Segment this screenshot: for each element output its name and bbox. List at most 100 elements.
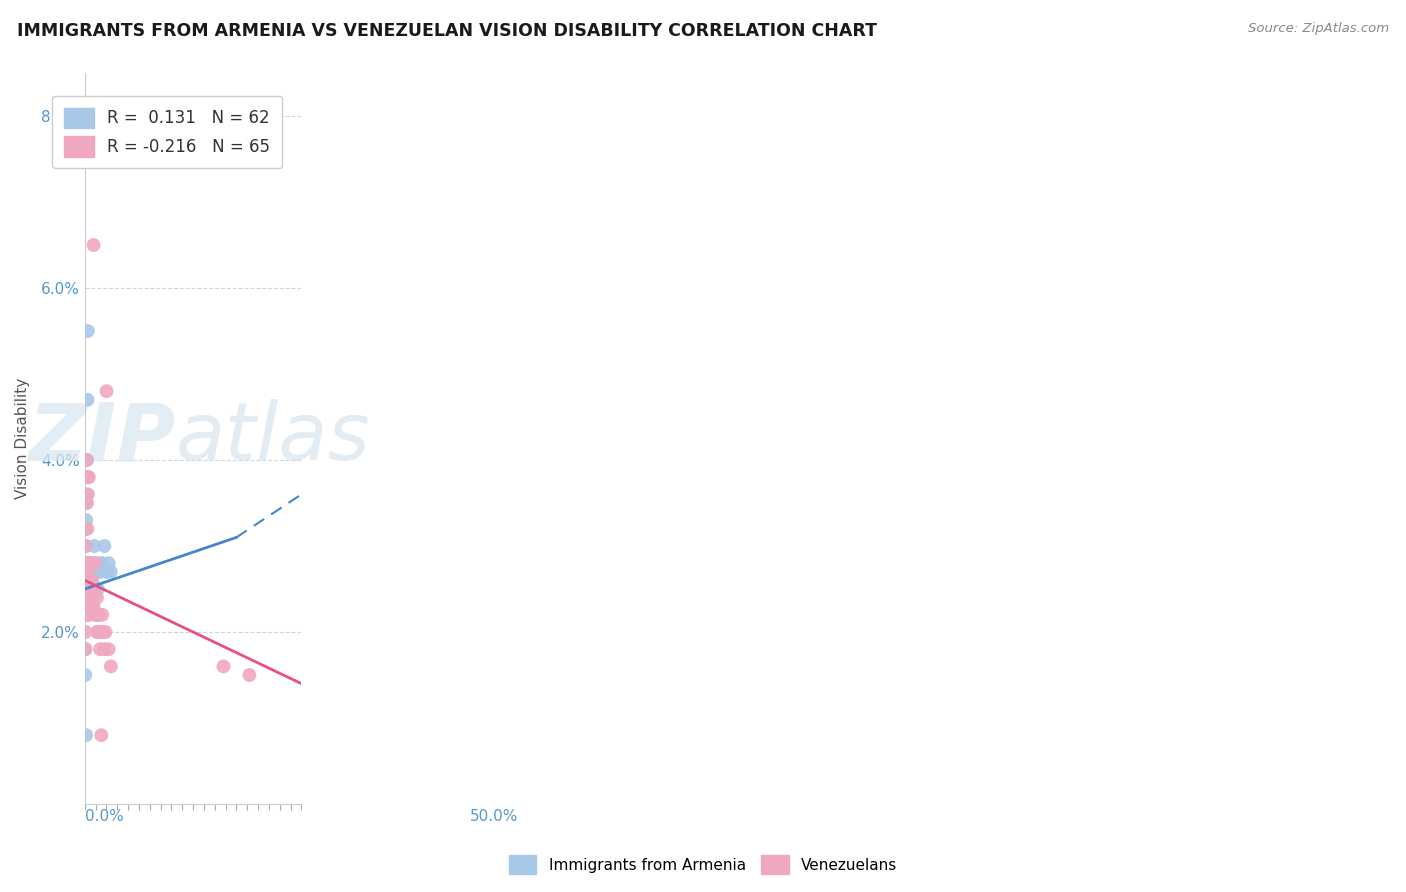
Point [87,607,110,622]
Point [87,607,110,622]
Point [238,668,260,682]
Y-axis label: Vision Disability: Vision Disability [15,378,30,500]
Point [91,556,114,570]
Point [75,582,97,596]
Point [75,565,97,579]
Point [79,582,101,596]
Point [75,607,97,622]
Point [87,582,110,596]
Point [87,625,110,640]
Point [76,565,98,579]
Point [75,582,97,596]
Point [75,582,97,596]
Point [75,668,97,682]
Point [80,582,103,596]
Point [75,625,97,640]
Point [75,728,97,742]
Point [75,591,97,605]
Point [77,591,100,605]
Point [76,453,98,467]
Point [82,565,104,579]
Point [93,642,115,657]
Point [82,574,104,588]
Point [76,607,98,622]
Point [76,591,98,605]
Point [79,582,101,596]
Point [77,487,100,501]
Point [76,582,98,596]
Point [96,565,118,579]
Point [75,496,97,510]
Point [80,556,103,570]
Point [83,556,105,570]
Point [75,607,97,622]
Point [77,556,100,570]
Point [83,607,105,622]
Point [83,238,105,252]
Point [89,642,111,657]
Point [80,582,103,596]
Point [77,556,100,570]
Point [77,565,100,579]
Point [90,556,112,570]
Point [76,565,98,579]
Legend: Immigrants from Armenia, Venezuelans: Immigrants from Armenia, Venezuelans [503,849,903,880]
Point [86,625,108,640]
Point [90,728,112,742]
Point [82,599,104,614]
Point [77,607,100,622]
Point [86,556,108,570]
Point [84,565,107,579]
Point [75,556,97,570]
Point [76,565,98,579]
Point [77,574,100,588]
Point [75,591,97,605]
Point [75,539,97,553]
Point [77,607,100,622]
Point [75,565,97,579]
Point [75,539,97,553]
Point [80,582,103,596]
Point [82,582,104,596]
Point [100,659,122,673]
Point [76,453,98,467]
Point [77,582,100,596]
Point [75,574,97,588]
Point [75,607,97,622]
Point [77,574,100,588]
Point [75,487,97,501]
Point [83,539,105,553]
Point [96,565,118,579]
Point [79,574,101,588]
Point [77,607,100,622]
Point [77,470,100,484]
Point [77,582,100,596]
Point [79,565,101,579]
Point [96,384,118,399]
Point [76,522,98,536]
Point [97,642,120,657]
Point [76,599,98,614]
Point [76,392,98,407]
Text: ZIP: ZIP [28,400,176,477]
Point [80,574,103,588]
Point [76,556,98,570]
Point [75,642,97,657]
Point [79,599,101,614]
Point [76,556,98,570]
Text: atlas: atlas [176,400,371,477]
Point [90,625,112,640]
Point [76,591,98,605]
Point [75,513,97,527]
Point [75,642,97,657]
Point [89,565,111,579]
Point [83,599,105,614]
Point [76,591,98,605]
Point [77,556,100,570]
Point [79,599,101,614]
Point [77,591,100,605]
Point [212,659,235,673]
Point [87,565,110,579]
Text: IMMIGRANTS FROM ARMENIA VS VENEZUELAN VISION DISABILITY CORRELATION CHART: IMMIGRANTS FROM ARMENIA VS VENEZUELAN VI… [17,22,877,40]
Point [76,496,98,510]
